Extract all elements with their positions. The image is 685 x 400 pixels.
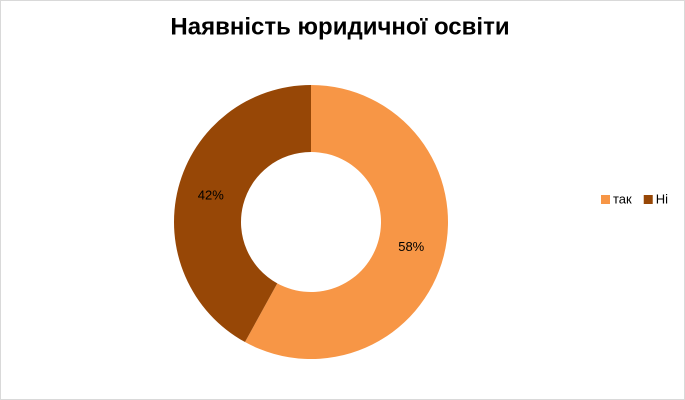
chart-title: Наявність юридичної освіти [170,13,509,40]
legend-label: Ні [656,191,668,206]
legend-swatch [643,195,653,204]
legend-swatch [601,195,610,204]
data-label: 58% [398,239,424,254]
donut-slice [244,85,448,359]
legend-label: так [613,191,632,206]
donut-slice [174,85,311,343]
data-label: 42% [198,188,224,203]
